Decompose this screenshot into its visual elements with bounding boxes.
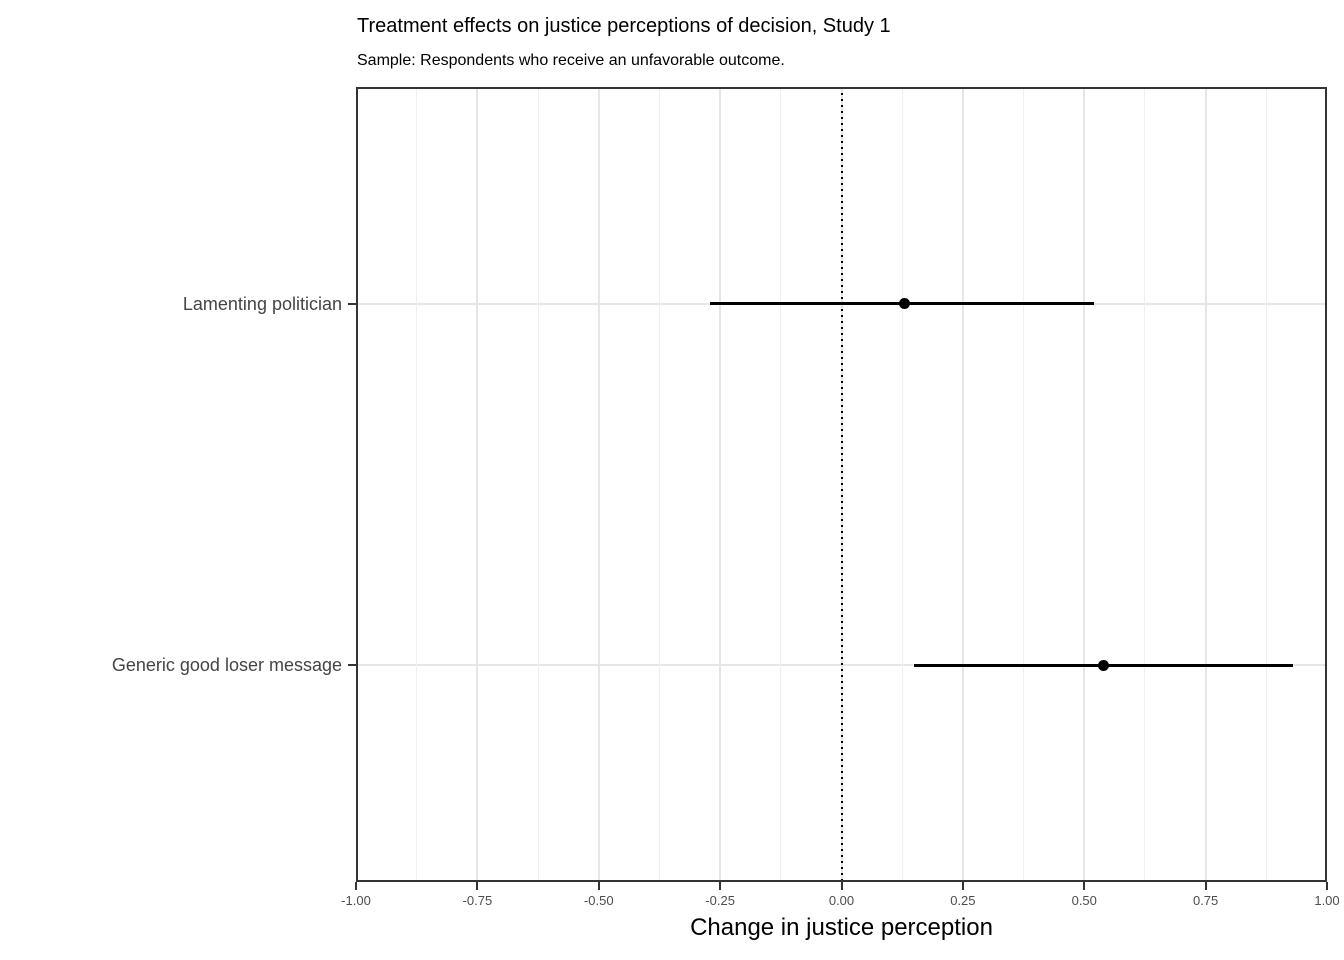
vertical-gridline-major	[1204, 87, 1207, 882]
x-axis-tick	[355, 882, 357, 890]
vertical-gridline-major	[961, 87, 964, 882]
point-estimate	[1098, 659, 1110, 671]
x-axis-tick-label: -0.25	[705, 893, 735, 908]
chart-title: Treatment effects on justice perceptions…	[357, 15, 891, 37]
vertical-gridline-minor	[780, 87, 782, 882]
x-axis-title: Change in justice perception	[690, 914, 993, 941]
x-axis-tick-label: -0.50	[583, 893, 614, 908]
x-axis-tick	[1326, 882, 1328, 890]
x-axis-tick	[961, 882, 964, 890]
x-axis-tick-label: 0.00	[828, 893, 855, 908]
zero-reference-line	[840, 87, 843, 882]
vertical-gridline-minor	[537, 87, 539, 882]
x-axis-tick	[476, 882, 479, 890]
vertical-gridline-minor	[1023, 87, 1025, 882]
x-axis-tick-label: -1.00	[341, 893, 371, 908]
x-axis-tick	[1204, 882, 1207, 890]
x-axis-tick	[840, 882, 843, 890]
y-axis-category-label: Lamenting politician	[182, 293, 342, 314]
vertical-gridline-minor	[1265, 87, 1267, 882]
y-axis-tick	[348, 664, 356, 667]
vertical-gridline-major	[1083, 87, 1086, 882]
vertical-gridline-major	[476, 87, 479, 882]
y-axis-tick	[348, 302, 356, 305]
x-axis-tick	[1083, 882, 1086, 890]
vertical-gridline-minor	[416, 87, 418, 882]
y-axis-category-label: Generic good loser message	[111, 655, 342, 676]
x-axis-tick-label: 0.75	[1192, 893, 1219, 908]
vertical-gridline-minor	[658, 87, 660, 882]
vertical-gridline-minor	[1144, 87, 1146, 882]
x-axis-tick	[597, 882, 600, 890]
vertical-gridline-minor	[901, 87, 903, 882]
x-axis-tick	[719, 882, 722, 890]
x-axis-tick-label: 0.50	[1071, 893, 1097, 908]
x-axis-tick-label: -0.75	[462, 893, 493, 908]
chart-subtitle: Sample: Respondents who receive an unfav…	[357, 52, 785, 69]
vertical-gridline-major	[719, 87, 722, 882]
vertical-gridline-major	[597, 87, 600, 882]
x-axis-tick-label: 1.00	[1314, 893, 1340, 908]
point-estimate	[899, 298, 911, 310]
x-axis-tick-label: 0.25	[950, 893, 976, 908]
